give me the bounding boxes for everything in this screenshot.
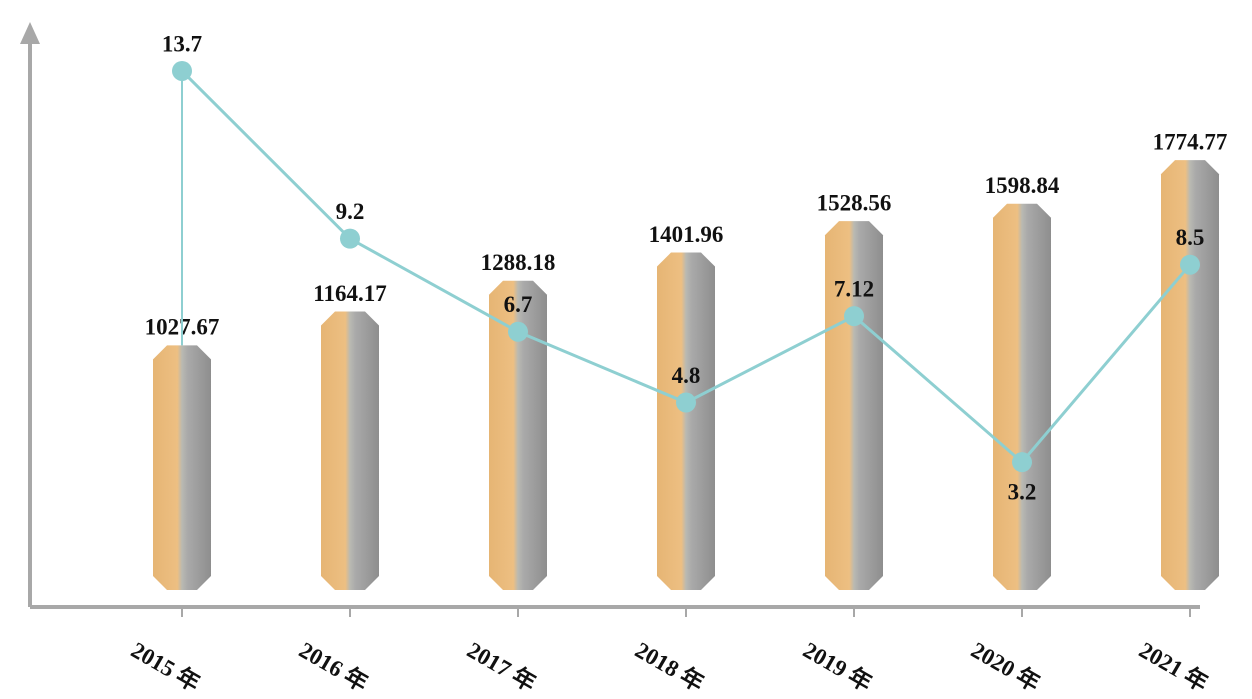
x-tick-label: 2020 年 [967,636,1045,696]
line-point [676,392,696,413]
line-point [1180,254,1200,275]
line-value-label: 7.12 [834,276,874,301]
bar-value-label: 1528.56 [817,190,892,215]
line-point [340,228,360,249]
line-value-label: 8.5 [1176,225,1205,250]
x-tick-label: 2016 年 [295,636,373,696]
line-value-label: 4.8 [672,363,701,388]
bar-value-label: 1164.17 [313,281,386,306]
line-value-label: 3.2 [1008,479,1037,504]
line-point [508,321,528,342]
bar [153,345,211,590]
bar [489,280,547,590]
line-point [172,60,192,81]
bar [321,311,379,590]
line-value-label: 13.7 [162,31,202,56]
bar-value-label: 1774.77 [1153,129,1228,154]
bar [825,221,883,590]
x-tick-label: 2018 年 [631,636,709,696]
line-point [1012,452,1032,473]
x-tick-label: 2015 年 [127,636,205,696]
bar [993,203,1051,590]
line-value-label: 9.2 [336,199,365,224]
line-point [844,306,864,327]
x-tick-label: 2019 年 [799,636,877,696]
bar [657,252,715,590]
x-tick-label: 2017 年 [463,636,541,696]
bar-value-label: 1598.84 [985,173,1060,198]
bar-value-label: 1288.18 [481,250,556,275]
bar [1161,160,1219,590]
line-value-label: 6.7 [504,292,533,317]
bar-value-label: 1401.96 [649,222,724,247]
y-axis-arrow [20,22,40,44]
x-tick-label: 2021 年 [1135,636,1213,696]
